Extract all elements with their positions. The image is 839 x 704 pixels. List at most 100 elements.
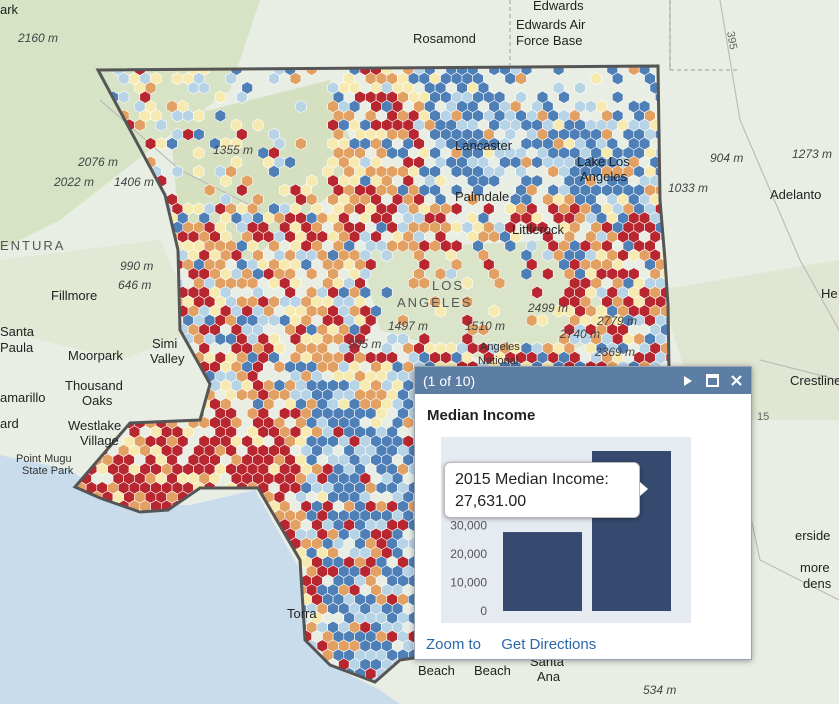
hexbin-cell[interactable] [611, 72, 624, 86]
hexbin-cell[interactable] [466, 192, 479, 207]
hexbin-cell[interactable] [279, 183, 291, 197]
hexbin-cell[interactable] [171, 165, 184, 179]
hexbin-cell[interactable] [585, 99, 597, 114]
hexbin-cell[interactable] [166, 137, 178, 151]
hexbin-cell[interactable] [305, 267, 318, 281]
elevation-label: 2022 m [53, 175, 94, 189]
hexbin-cell[interactable] [520, 267, 533, 281]
hexbin-cell[interactable] [381, 248, 393, 262]
hexbin-cell[interactable] [268, 165, 280, 179]
hexbin-cell[interactable] [397, 239, 409, 253]
hexbin-cell[interactable] [531, 285, 543, 300]
hexbin-cell[interactable] [193, 109, 205, 123]
hexbin-cell[interactable] [477, 323, 490, 337]
hexbin-cell[interactable] [236, 276, 248, 290]
hexbin-cell[interactable] [273, 360, 286, 374]
hexbin-cell[interactable] [445, 267, 457, 281]
elevation-label: 2160 m [17, 31, 58, 45]
chart-bar[interactable] [503, 532, 582, 611]
hexbin-cell[interactable] [429, 239, 441, 253]
hexbin-cell[interactable] [327, 602, 339, 616]
hexbin-cell[interactable] [375, 481, 388, 495]
hexbin-cell[interactable] [488, 230, 500, 244]
hexbin-cell[interactable] [504, 72, 517, 86]
hexbin-cell[interactable] [381, 285, 393, 300]
hexbin-cell[interactable] [295, 137, 307, 151]
hexbin-cell[interactable] [193, 127, 205, 141]
hexbin-cell[interactable] [144, 137, 157, 151]
hexbin-cell[interactable] [230, 137, 243, 151]
hexbin-cell[interactable] [182, 109, 194, 123]
hexbin-cell[interactable] [611, 90, 624, 104]
elevation-label: 1497 m [388, 319, 428, 333]
hexbin-cell[interactable] [252, 118, 264, 132]
hexbin-cell[interactable] [574, 81, 586, 95]
hexbin-cell[interactable] [488, 304, 500, 318]
hexbin-cell[interactable] [407, 276, 420, 290]
hexbin-cell[interactable] [220, 174, 232, 188]
hexbin-cell[interactable] [450, 183, 463, 197]
hexbin-cell[interactable] [386, 146, 398, 160]
hexbin-cell[interactable] [284, 155, 296, 169]
hexbin-cell[interactable] [504, 239, 517, 253]
hexbin-cell[interactable] [236, 90, 248, 104]
county-lines [509, 0, 740, 71]
hexbin-cell[interactable] [214, 90, 226, 104]
hexbin-cell[interactable] [134, 118, 146, 132]
hexbin-cell[interactable] [118, 90, 130, 104]
hexbin-cell[interactable] [493, 276, 506, 290]
hexbin-cell[interactable] [461, 276, 474, 290]
hexbin-cell[interactable] [268, 313, 280, 327]
park-label: Point Mugu [16, 453, 72, 465]
hexbin-cell[interactable] [402, 416, 414, 430]
hexbin-cell[interactable] [558, 90, 570, 104]
hexbin-cell[interactable] [182, 127, 194, 141]
hexbin-cell[interactable] [289, 72, 302, 86]
hexbin-cell[interactable] [536, 313, 549, 327]
hexbin-cell[interactable] [434, 304, 447, 318]
hexbin-cell[interactable] [450, 220, 463, 234]
hexbin-cell[interactable] [236, 388, 248, 402]
hexbin-cell[interactable] [268, 72, 280, 86]
hexbin-cell[interactable] [488, 174, 500, 188]
hexbin-cell[interactable] [450, 165, 463, 179]
hexbin-cell[interactable] [418, 276, 431, 290]
hexbin-cell[interactable] [155, 118, 167, 132]
hexbin-cell[interactable] [628, 248, 640, 262]
hexbin-cell[interactable] [268, 276, 280, 290]
hexbin-cell[interactable] [295, 99, 307, 114]
hexbin-cell[interactable] [542, 267, 554, 281]
hexbin-cell[interactable] [515, 72, 527, 86]
hexbin-cell[interactable] [450, 202, 463, 216]
hexbin-cell[interactable] [171, 72, 184, 86]
hexbin-cell[interactable] [193, 146, 205, 160]
maximize-button[interactable] [703, 372, 721, 390]
close-button[interactable] [727, 372, 745, 390]
hexbin-cell[interactable] [203, 183, 216, 197]
hexbin-cell[interactable] [461, 295, 474, 309]
hexbin-cell[interactable] [526, 313, 538, 327]
hexbin-cell[interactable] [187, 81, 200, 95]
hexbin-cell[interactable] [118, 72, 130, 86]
hexbin-cell[interactable] [542, 248, 554, 262]
place-label: ark [0, 2, 19, 17]
hexbin-cell[interactable] [155, 137, 167, 151]
hexbin-cell[interactable] [171, 109, 184, 123]
hexbin-cell[interactable] [193, 165, 205, 179]
next-feature-button[interactable] [679, 372, 697, 390]
place-label: Lake Los [577, 154, 630, 169]
hexbin-cell[interactable] [225, 72, 237, 86]
hexbin-cell[interactable] [590, 72, 602, 86]
zoom-to-link[interactable]: Zoom to [426, 636, 482, 653]
get-directions-link[interactable]: Get Directions [501, 636, 597, 653]
elevation-label: 2779 m [596, 314, 637, 328]
hexbin-cell[interactable] [198, 81, 210, 95]
hexbin-cell[interactable] [96, 462, 108, 476]
hexbin-cell[interactable] [547, 165, 559, 179]
hexbin-cell[interactable] [236, 183, 248, 197]
hexbin-cell[interactable] [397, 313, 409, 327]
hexbin-cell[interactable] [531, 155, 543, 169]
place-label: Beach [418, 663, 455, 678]
hexbin-cell[interactable] [214, 332, 226, 346]
hexbin-cell[interactable] [214, 109, 226, 123]
